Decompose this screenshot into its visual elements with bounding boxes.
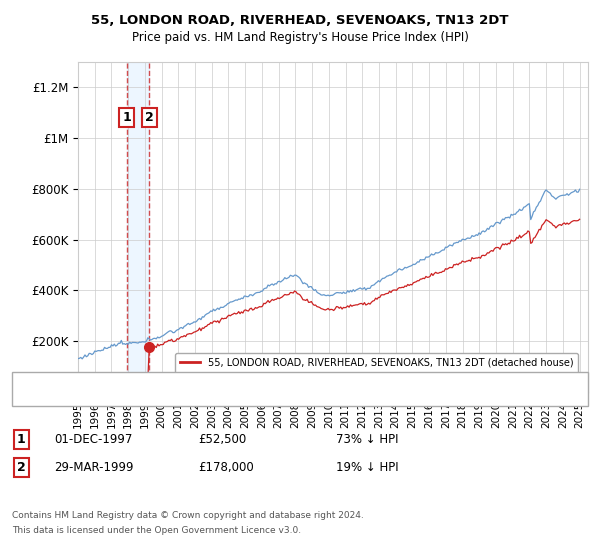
Text: ────: ──── [24, 375, 54, 388]
Text: 55, LONDON ROAD, RIVERHEAD, SEVENOAKS, TN13 2DT: 55, LONDON ROAD, RIVERHEAD, SEVENOAKS, T… [91, 14, 509, 27]
Text: ────: ──── [24, 391, 54, 404]
Text: Price paid vs. HM Land Registry's House Price Index (HPI): Price paid vs. HM Land Registry's House … [131, 31, 469, 44]
Text: 1: 1 [122, 111, 131, 124]
Text: 73% ↓ HPI: 73% ↓ HPI [336, 433, 398, 446]
Text: 01-DEC-1997: 01-DEC-1997 [54, 433, 133, 446]
Text: 2: 2 [145, 111, 154, 124]
Text: £52,500: £52,500 [198, 433, 246, 446]
Text: £178,000: £178,000 [198, 461, 254, 474]
Text: Contains HM Land Registry data © Crown copyright and database right 2024.: Contains HM Land Registry data © Crown c… [12, 511, 364, 520]
Text: This data is licensed under the Open Government Licence v3.0.: This data is licensed under the Open Gov… [12, 526, 301, 535]
Text: 2: 2 [17, 461, 25, 474]
Legend: 55, LONDON ROAD, RIVERHEAD, SEVENOAKS, TN13 2DT (detached house), HPI: Average p: 55, LONDON ROAD, RIVERHEAD, SEVENOAKS, T… [175, 353, 578, 387]
Text: 29-MAR-1999: 29-MAR-1999 [54, 461, 133, 474]
Text: 55, LONDON ROAD, RIVERHEAD, SEVENOAKS, TN13 2DT (detached house): 55, LONDON ROAD, RIVERHEAD, SEVENOAKS, T… [66, 377, 454, 387]
Text: 19% ↓ HPI: 19% ↓ HPI [336, 461, 398, 474]
Text: 1: 1 [17, 433, 25, 446]
Text: HPI: Average price, detached house, Sevenoaks: HPI: Average price, detached house, Seve… [66, 393, 316, 403]
Bar [127, 62, 149, 392]
